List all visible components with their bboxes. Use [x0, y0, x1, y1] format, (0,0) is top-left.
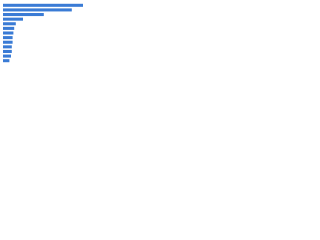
bar [3, 49, 12, 53]
bar [3, 22, 16, 26]
bar [3, 31, 14, 35]
bar [3, 8, 72, 12]
bar [3, 36, 13, 40]
background [0, 0, 100, 71]
bar [3, 13, 44, 17]
bar [3, 17, 23, 21]
bar [3, 54, 11, 58]
bar [3, 45, 12, 49]
bar [3, 26, 15, 30]
bar [3, 40, 13, 44]
page: (() => { const data = JSON.parse(documen… [0, 0, 320, 71]
chart [0, 0, 100, 71]
bar [3, 3, 83, 7]
bar [3, 59, 10, 63]
